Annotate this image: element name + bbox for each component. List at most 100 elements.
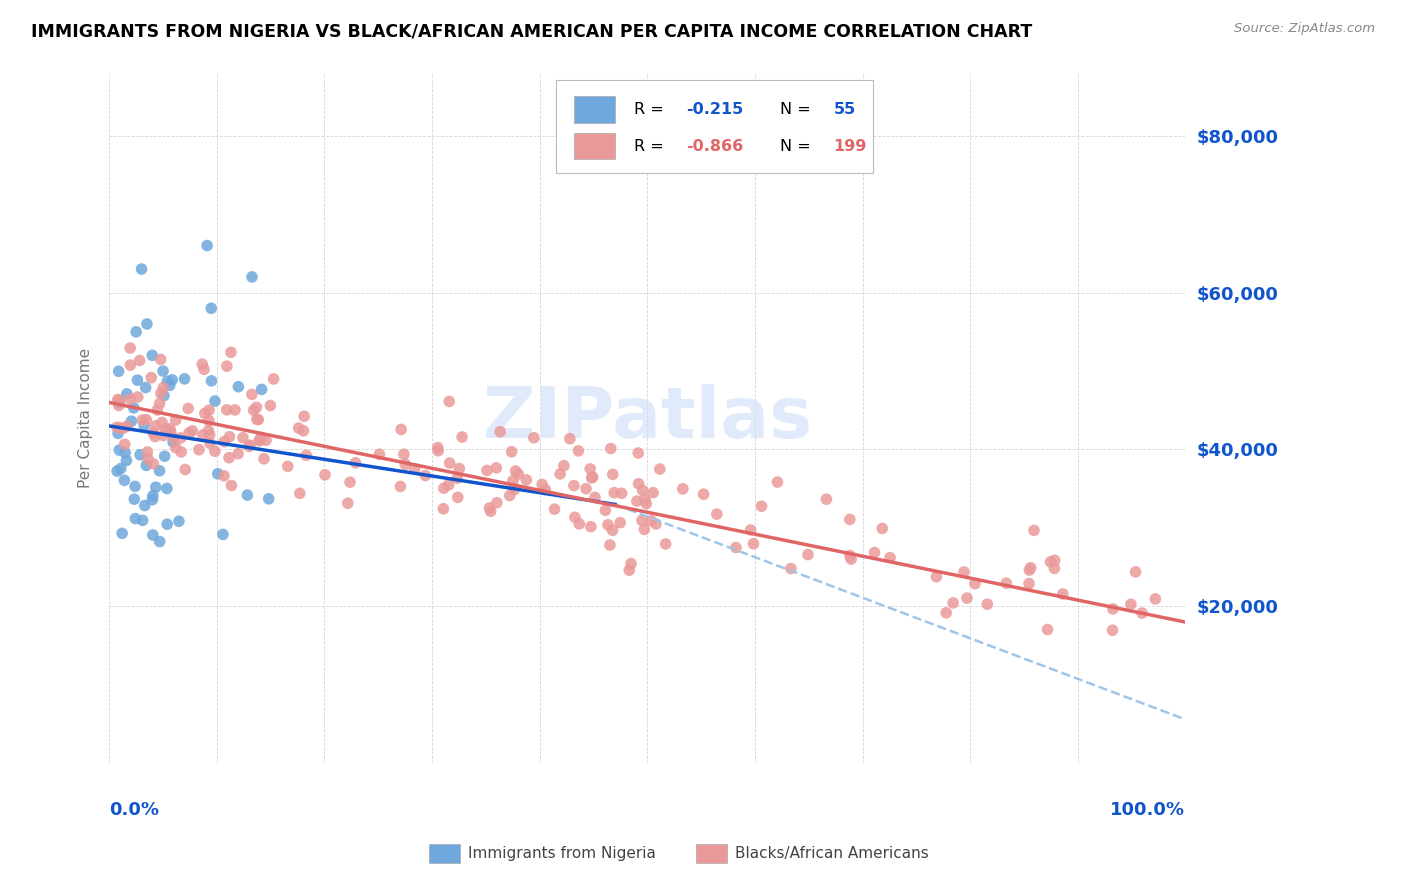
Point [543,502,565,516]
Point [636,497,658,511]
Point [247,412,270,426]
Point [124,511,146,525]
Point [146,403,169,417]
Point [198,436,221,450]
Point [1043,561,1066,575]
Point [627,446,650,460]
Point [489,425,512,439]
Text: Immigrants from Nigeria: Immigrants from Nigeria [468,847,657,861]
Point [156,375,179,389]
Point [134,499,156,513]
Point [232,431,254,445]
Point [432,501,454,516]
Point [111,526,134,541]
Point [815,492,838,507]
Point [240,387,263,401]
Point [619,563,641,577]
Point [963,576,986,591]
Point [155,422,177,436]
Point [150,416,173,430]
Point [627,476,650,491]
Point [165,413,187,427]
Point [288,486,311,500]
Point [1036,623,1059,637]
Point [250,430,273,444]
Text: R =: R = [634,138,664,153]
Point [135,458,157,473]
Point [112,421,135,435]
Point [766,475,789,489]
Point [200,301,222,316]
Text: -0.215: -0.215 [686,102,744,117]
Point [692,487,714,501]
Point [191,428,214,442]
Point [215,359,238,373]
Point [797,548,820,562]
Point [439,394,461,409]
Point [152,428,174,442]
Point [107,364,129,378]
Point [1125,565,1147,579]
Point [131,413,153,427]
Point [392,447,415,461]
Point [204,394,226,409]
Point [995,576,1018,591]
Point [212,468,235,483]
Point [152,364,174,378]
Point [641,485,664,500]
Point [976,597,998,611]
Point [956,591,979,605]
Point [120,358,142,372]
Point [142,457,165,471]
Point [198,427,221,442]
Point [780,561,803,575]
Point [129,448,152,462]
Point [114,437,136,451]
Text: N =: N = [780,102,810,117]
Point [122,401,145,415]
Point [631,483,654,498]
Point [567,443,589,458]
Point [582,470,605,484]
Point [602,524,624,538]
Text: ZIPatlas: ZIPatlas [482,384,813,452]
Text: N =: N = [780,138,810,153]
Point [215,402,238,417]
Point [224,403,246,417]
Point [238,439,260,453]
Point [706,507,728,521]
Point [108,393,131,408]
Point [925,570,948,584]
Point [415,468,437,483]
Point [314,467,336,482]
Point [437,478,460,492]
Text: -0.866: -0.866 [686,138,744,153]
Point [508,467,530,481]
Point [165,441,187,455]
Point [1101,624,1123,638]
Point [194,406,217,420]
Point [127,373,149,387]
Point [253,451,276,466]
Point [389,422,412,436]
Point [935,606,957,620]
Point [131,513,153,527]
Y-axis label: Per Capita Income: Per Capita Income [79,348,93,488]
Point [163,431,186,445]
Point [198,414,221,428]
Point [295,448,318,462]
Point [112,473,135,487]
Text: IMMIGRANTS FROM NIGERIA VS BLACK/AFRICAN AMERICAN PER CAPITA INCOME CORRELATION : IMMIGRANTS FROM NIGERIA VS BLACK/AFRICAN… [31,22,1032,40]
Point [1119,597,1142,611]
Point [118,392,141,406]
Point [200,374,222,388]
Point [579,519,602,533]
Point [105,420,128,434]
Point [502,474,524,488]
Point [942,596,965,610]
Point [838,549,860,563]
Point [634,492,657,507]
Point [1039,555,1062,569]
Point [368,447,391,461]
Point [394,457,416,471]
